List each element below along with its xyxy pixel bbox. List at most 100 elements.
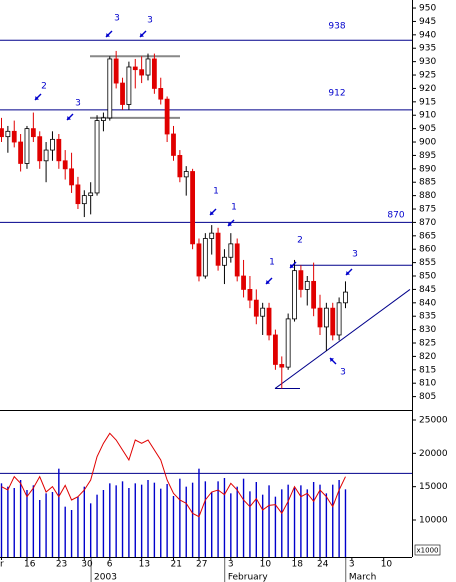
candle-body <box>11 130 17 143</box>
y-tick-label: 890 <box>419 164 436 174</box>
candle-body <box>81 195 87 205</box>
candle-body <box>107 58 113 119</box>
candle-body <box>5 130 11 138</box>
candle-body <box>317 307 323 328</box>
y-tick-label: 860 <box>419 245 436 255</box>
x-tick-label: r <box>0 560 4 570</box>
y-tick-label: 820 <box>419 352 436 362</box>
candle-body <box>101 117 106 121</box>
y-tick-label: 920 <box>419 84 436 94</box>
x-tick-label: 30 <box>81 560 93 570</box>
y-tick-label: 935 <box>419 44 436 54</box>
y-tick-label: 805 <box>419 392 436 402</box>
candle-body <box>247 289 253 301</box>
y-tick-label: 875 <box>419 205 436 215</box>
candle-body <box>145 58 151 76</box>
annotation: 1 <box>213 187 219 197</box>
y-tick-label: 865 <box>419 231 436 241</box>
arrow-head <box>290 264 294 268</box>
volume-line <box>1 432 346 518</box>
arrow-head <box>106 33 110 37</box>
y2-tick-label: 25000 <box>419 416 448 426</box>
volume-unit: x1000 <box>417 547 439 555</box>
unit-box <box>414 544 441 556</box>
y2-tick-label: 10000 <box>419 516 448 526</box>
y-tick-label: 810 <box>419 379 436 389</box>
x-tick-label: 24 <box>317 560 329 570</box>
y-tick-label: 855 <box>419 258 436 268</box>
arrow-head <box>330 358 334 362</box>
candle-body <box>24 128 30 164</box>
y-tick-label: 850 <box>419 272 436 282</box>
arrow-head <box>140 33 144 37</box>
month-label: 2003 <box>94 573 117 582</box>
arrow-head <box>35 96 39 100</box>
candle-body <box>241 275 246 290</box>
x-tick-label: 10 <box>381 560 393 570</box>
y-tick-label: 910 <box>419 111 436 121</box>
candle-body <box>37 136 43 162</box>
candle-body <box>132 66 138 71</box>
y-tick-label: 940 <box>419 30 436 40</box>
y-tick-label: 895 <box>419 151 436 161</box>
candle-body <box>30 128 36 138</box>
candle-body <box>69 168 74 186</box>
y-tick-label: 880 <box>419 191 436 201</box>
month-label: February <box>228 573 269 582</box>
candle-body <box>222 256 227 266</box>
candle-body <box>88 192 94 197</box>
candle-body <box>234 243 240 277</box>
candle-body <box>292 270 297 320</box>
y-tick-label: 945 <box>419 17 436 27</box>
y-tick-label: 815 <box>419 365 436 375</box>
candle-body <box>158 88 164 100</box>
x-tick-label: 13 <box>139 560 150 570</box>
candle-body <box>75 184 81 205</box>
candle-body <box>164 98 170 135</box>
arrow-head <box>210 211 214 215</box>
candle-body <box>311 280 317 309</box>
candle-body <box>190 171 196 245</box>
x-tick-label: 23 <box>56 560 67 570</box>
candle-body <box>279 364 285 368</box>
candle-body <box>151 58 157 89</box>
y-tick-label: 885 <box>419 178 436 188</box>
candle-body <box>343 291 348 304</box>
annotation: 1 <box>231 203 237 213</box>
candle-body <box>139 69 145 76</box>
x-tick-label: 3 <box>349 560 355 570</box>
annotation: 3 <box>147 16 153 26</box>
candle-body <box>228 243 234 258</box>
x-tick-label: 6 <box>107 560 113 570</box>
candle-body <box>43 149 49 162</box>
x-tick-label: 10 <box>260 560 272 570</box>
candle-body <box>56 138 62 162</box>
candle-body <box>266 307 272 336</box>
y-tick-label: 930 <box>419 57 436 67</box>
candle-body <box>126 66 132 105</box>
annotation: 2 <box>41 82 47 92</box>
y-tick-label: 905 <box>419 124 436 134</box>
y-tick-label: 835 <box>419 312 436 322</box>
x-tick-label: 27 <box>196 560 207 570</box>
annotation: 2 <box>297 236 303 246</box>
annotation: 3 <box>352 250 358 260</box>
candle-body <box>183 171 189 178</box>
candle-body <box>323 307 329 328</box>
y-tick-label: 845 <box>419 285 436 295</box>
candle-body <box>18 141 24 164</box>
annotation: 1 <box>269 258 275 268</box>
arrow-head <box>67 116 71 120</box>
x-tick-label: 3 <box>228 560 234 570</box>
arrow-head <box>228 222 232 226</box>
candle-body <box>260 307 266 317</box>
candle-body <box>209 232 215 239</box>
candle-body <box>336 302 342 336</box>
y-tick-label: 950 <box>419 4 436 14</box>
candle-body <box>94 120 100 194</box>
annotation: 3 <box>340 368 346 378</box>
arrow-head <box>346 271 350 275</box>
candle-body <box>298 270 304 290</box>
y-tick-label: 925 <box>419 71 436 81</box>
